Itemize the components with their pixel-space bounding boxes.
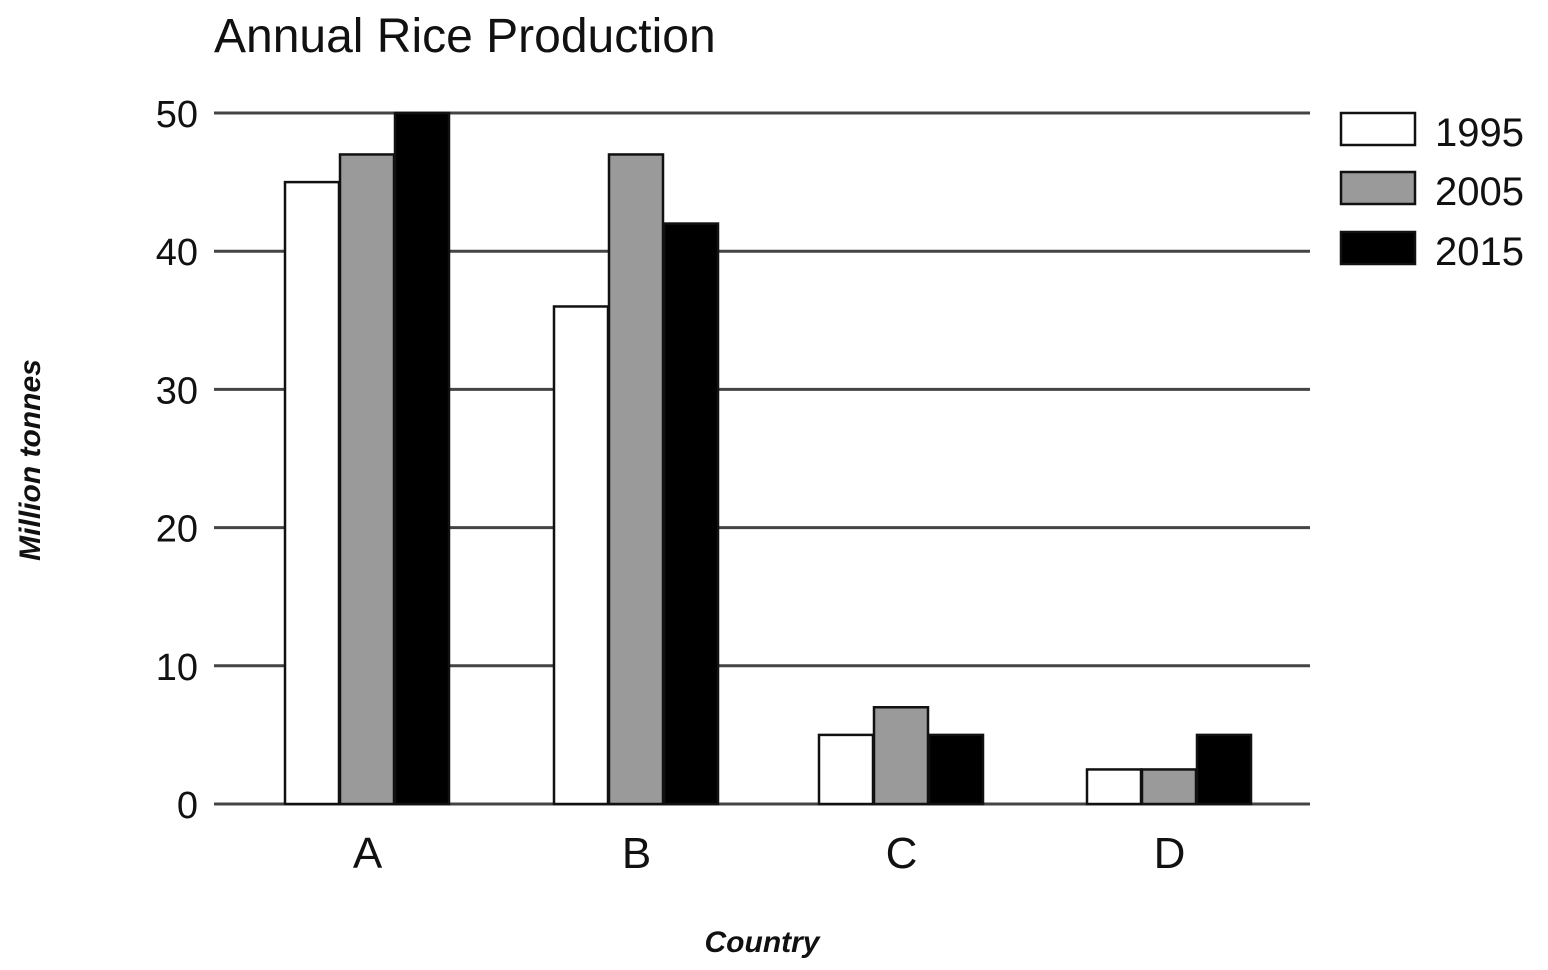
bars (283, 111, 1253, 806)
y-tick-label-10: 10 (156, 647, 198, 689)
x-tick-labels: A B C D (353, 829, 1186, 878)
bar-B-2015 (662, 222, 720, 806)
y-tick-label-40: 40 (156, 232, 198, 274)
x-axis-label: Country (705, 926, 821, 959)
bar-B-2005 (607, 153, 665, 806)
x-tick-label-B: B (622, 829, 651, 878)
bar-C-1995 (817, 733, 875, 806)
chart-title: Annual Rice Production (214, 10, 716, 63)
legend-label-2005: 2005 (1435, 170, 1524, 214)
legend-label-1995: 1995 (1435, 111, 1524, 155)
x-tick-label-A: A (353, 829, 383, 878)
bar-B-1995 (552, 305, 610, 806)
bar-A-2005 (338, 153, 396, 806)
y-tick-label-50: 50 (156, 94, 198, 136)
y-axis-label: Million tonnes (14, 359, 47, 561)
bar-D-2015 (1195, 733, 1253, 806)
x-tick-label-D: D (1154, 829, 1186, 878)
y-tick-label-0: 0 (177, 785, 198, 827)
y-tick-labels: 0 10 20 30 40 50 (156, 94, 198, 827)
bar-A-1995 (283, 180, 341, 806)
x-tick-label-C: C (886, 829, 918, 878)
bar-D-2005 (1140, 768, 1198, 806)
legend-label-2015: 2015 (1435, 230, 1524, 274)
legend: 1995 2005 2015 (1339, 111, 1524, 274)
legend-swatch-1995 (1339, 111, 1417, 147)
bar-D-1995 (1085, 768, 1143, 806)
legend-swatch-2015 (1339, 230, 1417, 266)
bar-A-2015 (393, 111, 451, 806)
y-tick-label-20: 20 (156, 509, 198, 551)
y-tick-label-30: 30 (156, 370, 198, 412)
bar-C-2015 (927, 733, 985, 806)
bar-C-2005 (872, 706, 930, 806)
legend-swatch-2005 (1339, 170, 1417, 206)
